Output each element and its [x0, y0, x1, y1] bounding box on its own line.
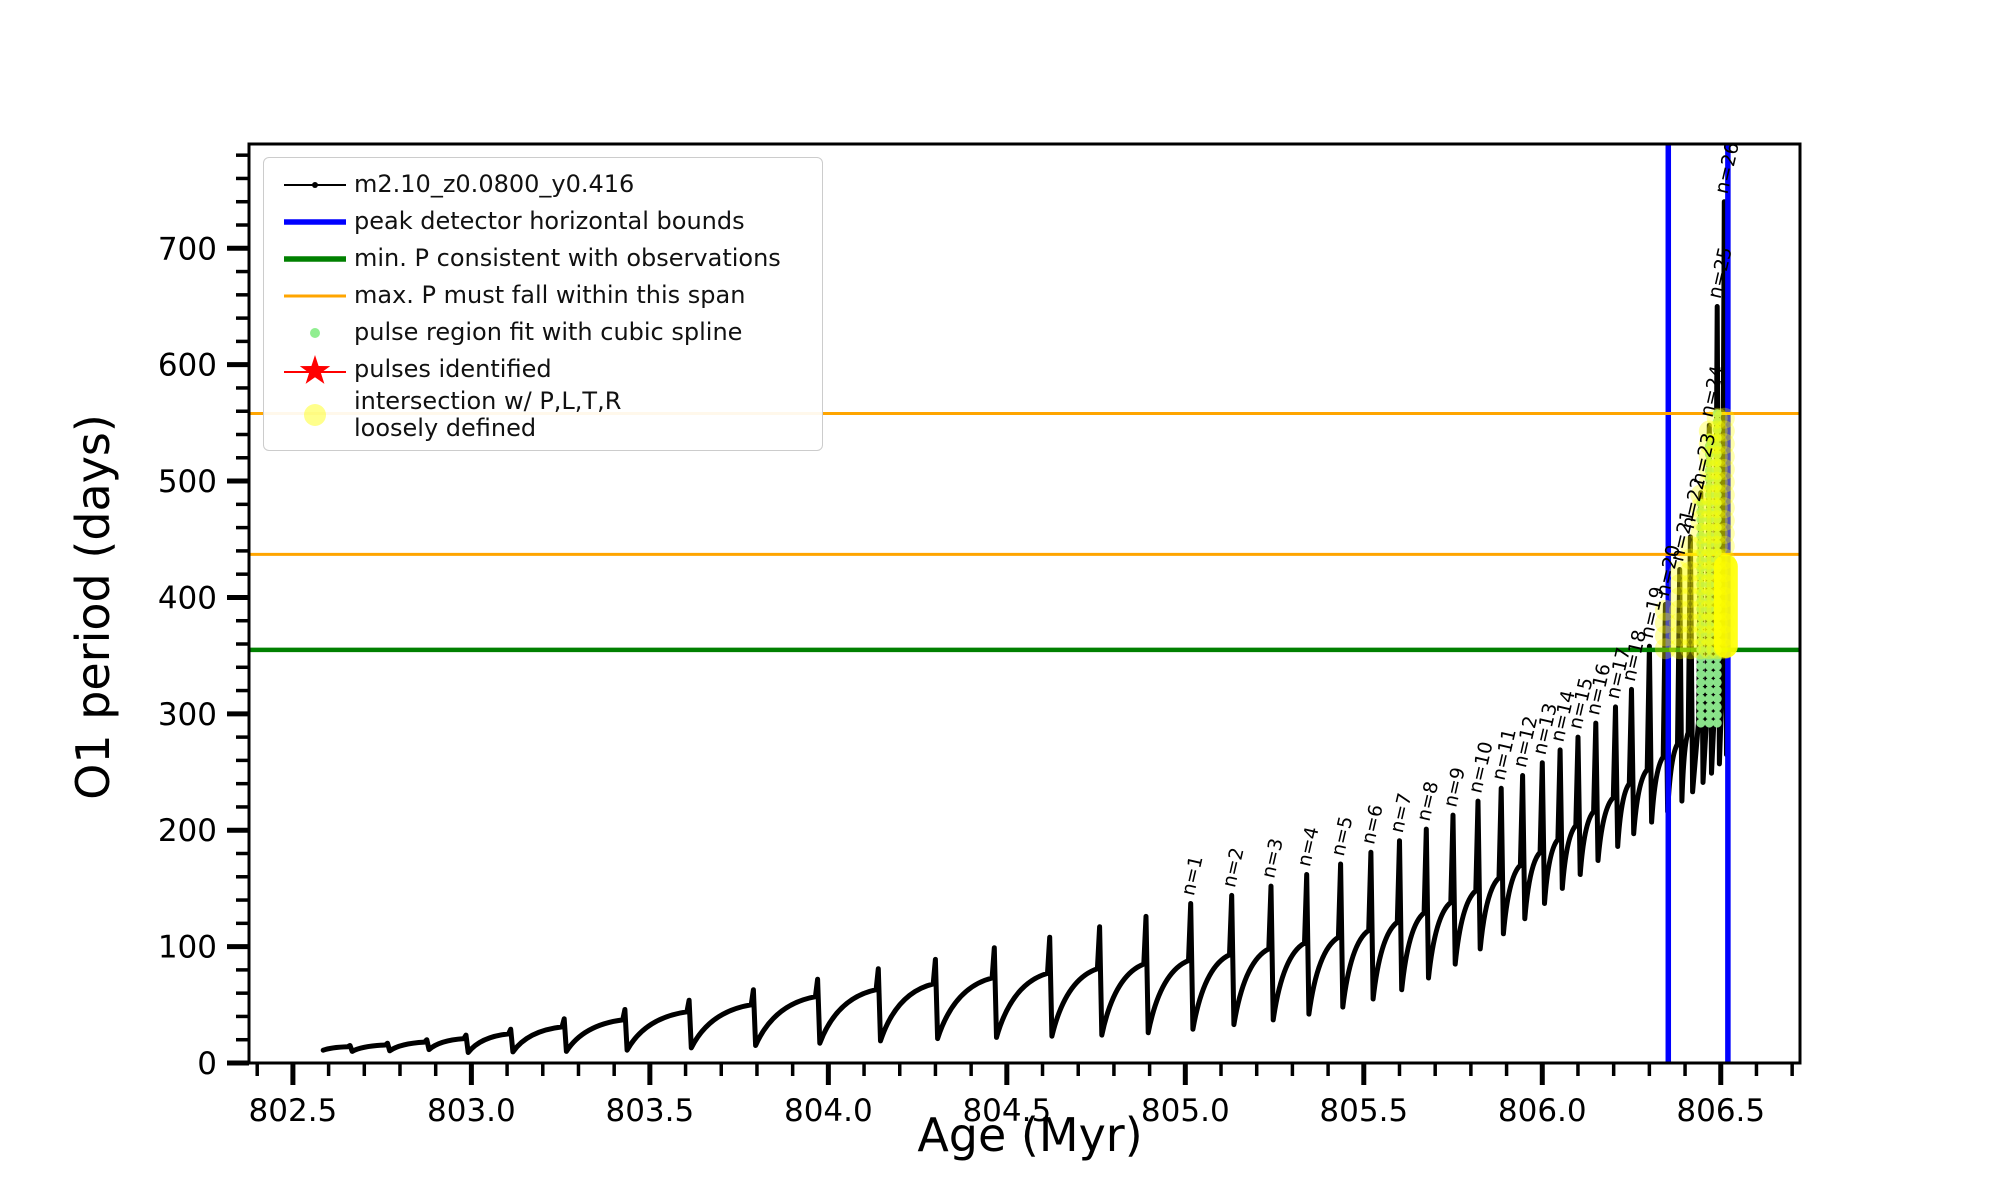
pulse-annotation: n=4: [1293, 825, 1323, 869]
line-icon: [276, 279, 354, 313]
pulse-annotation: n=1: [1177, 854, 1207, 898]
legend-label: pulse region fit with cubic spline: [354, 318, 743, 347]
x-tick-label: 803.5: [605, 1093, 694, 1129]
intersection-markers: [1654, 407, 1738, 660]
legend-entry-6: intersection w/ P,L,T,R loosely defined: [276, 388, 812, 442]
line-dot-icon: [276, 168, 354, 202]
y-tick-label: 500: [158, 464, 217, 500]
pulse-annotation: n=7: [1386, 791, 1416, 835]
y-tick-label: 100: [158, 930, 217, 966]
legend-label: intersection w/ P,L,T,R loosely defined: [354, 387, 622, 442]
big-circle-icon: [276, 398, 354, 432]
pulse-annotation: n=26: [1711, 140, 1744, 196]
line-thick-icon: [276, 205, 354, 239]
x-tick-label: 806.5: [1676, 1093, 1765, 1129]
legend-entry-1: peak detector horizontal bounds: [276, 203, 812, 240]
x-tick-label: 804.0: [784, 1093, 873, 1129]
x-tick-label: 802.5: [249, 1093, 338, 1129]
pulse-annotation: n=5: [1327, 814, 1357, 858]
star-icon: [276, 353, 354, 387]
x-tick-label: 805.0: [1141, 1093, 1230, 1129]
y-tick-label: 400: [158, 580, 217, 616]
intersection-blob: [1713, 554, 1738, 658]
plot-frame: [247, 142, 1802, 1065]
x-axis-label: Age (Myr): [917, 1108, 1143, 1162]
pulse-annotation: n=2: [1218, 846, 1248, 890]
legend-label: m2.10_z0.0800_y0.416: [354, 170, 635, 199]
y-tick-label: 700: [158, 231, 217, 267]
x-tick-label: 806.0: [1498, 1093, 1587, 1129]
legend-label: peak detector horizontal bounds: [354, 207, 745, 236]
x-tick-label: 803.0: [427, 1093, 516, 1129]
x-tick-label: 805.5: [1319, 1093, 1408, 1129]
series-curve: [320, 199, 1729, 1055]
y-tick-label: 0: [197, 1046, 217, 1082]
legend-entry-2: min. P consistent with observations: [276, 240, 812, 277]
y-axis-label: O1 period (days): [66, 414, 120, 800]
legend-label: min. P consistent with observations: [354, 244, 781, 273]
pulse-annotation: n=3: [1257, 836, 1287, 880]
legend-entry-4: pulse region fit with cubic spline: [276, 314, 812, 351]
legend-entry-3: max. P must fall within this span: [276, 277, 812, 314]
dot-icon: [276, 316, 354, 350]
y-tick-label: 200: [158, 813, 217, 849]
y-tick-label: 300: [158, 697, 217, 733]
y-tick-label: 600: [158, 348, 217, 384]
legend-label: max. P must fall within this span: [354, 281, 746, 310]
pulse-annotation: n=8: [1413, 779, 1443, 823]
pulse-annotation: n=6: [1357, 802, 1387, 846]
line-thick-icon: [276, 242, 354, 276]
legend-entry-0: m2.10_z0.0800_y0.416: [276, 166, 812, 203]
pulse-annotation: n=25: [1704, 245, 1737, 301]
pulse-annotations: n=1 n=2 n=3 n=4 n=5 n=6n=7n=8n=9n=10n=11n=12n…: [1177, 140, 1744, 898]
legend-label: pulses identified: [354, 355, 552, 384]
axes: 802.5 803.0 803.5 804.0 804.5 805.0 805.5 806.0…: [158, 142, 1802, 1129]
x-tick-label: 804.5: [962, 1093, 1051, 1129]
legend-entry-5: pulses identified: [276, 351, 812, 388]
